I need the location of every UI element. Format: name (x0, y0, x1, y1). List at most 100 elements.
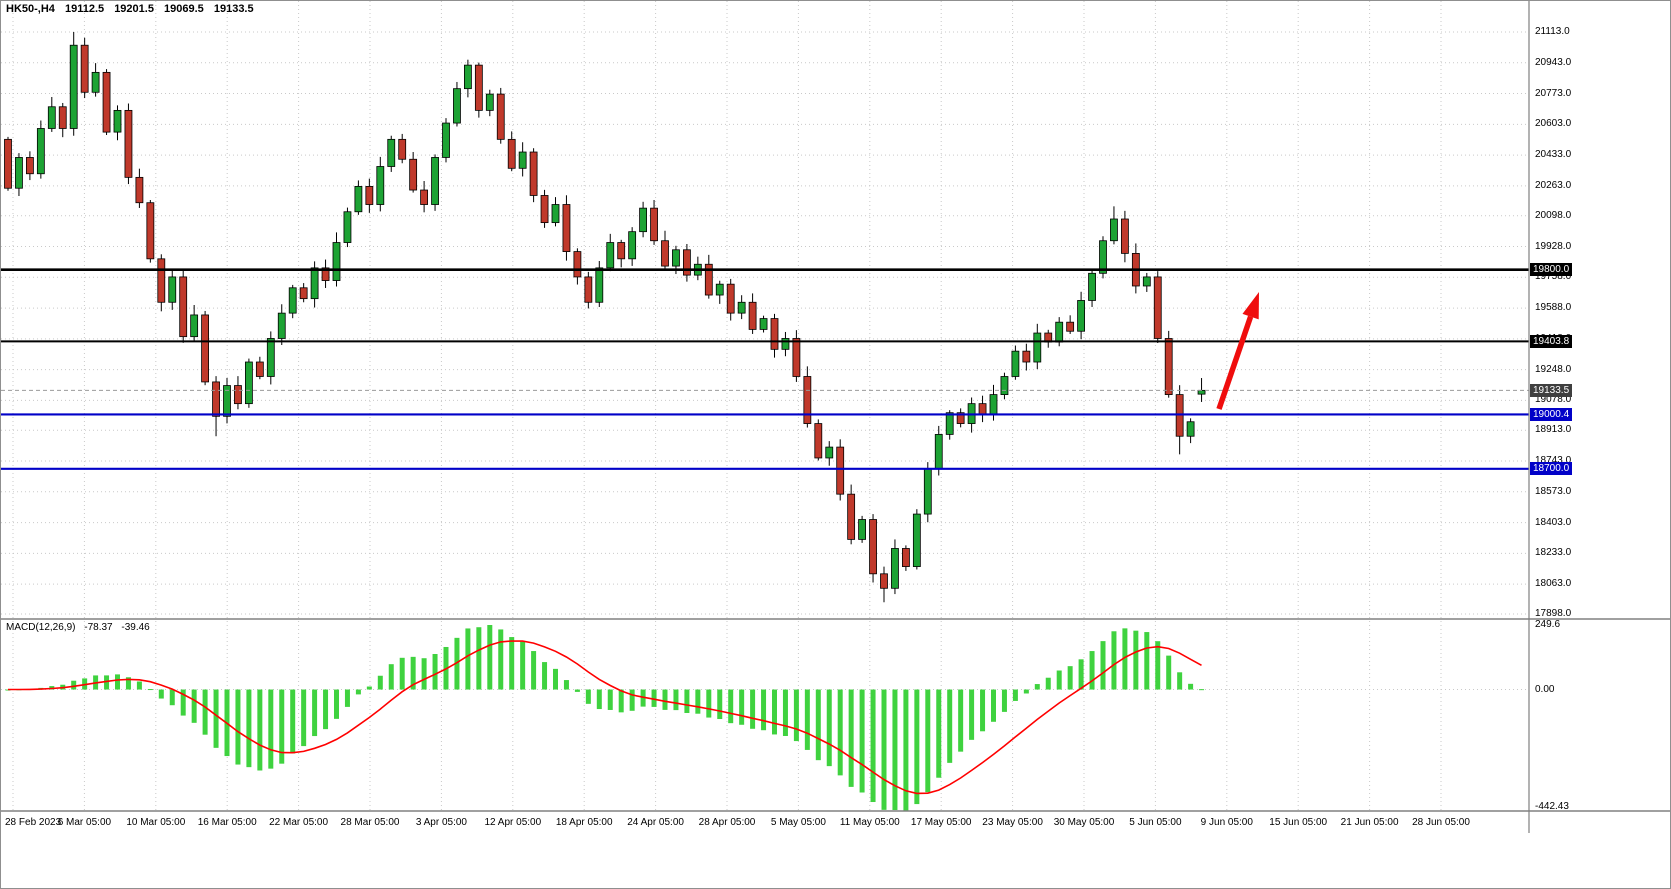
time-axis-label[interactable]: 28 Mar 05:00 (340, 817, 400, 828)
candle (923, 468, 932, 515)
candle (858, 519, 866, 540)
candle (113, 109, 122, 133)
candle (540, 195, 549, 224)
candle (726, 283, 735, 314)
candle (891, 548, 899, 589)
macd-histogram-bar (717, 689, 723, 720)
time-axis-label[interactable]: 18 Apr 05:00 (555, 817, 613, 828)
price-axis-label[interactable]: 19078.0 (1535, 394, 1572, 406)
candle (1121, 218, 1129, 254)
candle (507, 138, 516, 169)
candle (91, 71, 100, 93)
price-axis-label[interactable]: 20433.0 (1535, 149, 1572, 161)
time-axis-label[interactable]: 30 May 05:00 (1053, 817, 1115, 828)
time-axis-label[interactable]: 24 Apr 05:00 (627, 817, 684, 828)
time-axis-label[interactable]: 22 Mar 05:00 (269, 817, 329, 828)
candle (715, 283, 724, 296)
macd-histogram-bar (432, 654, 438, 690)
macd-histogram-bar (542, 662, 548, 690)
trend-arrow-head[interactable] (1242, 292, 1260, 320)
price-axis-label[interactable]: 18573.0 (1535, 485, 1572, 497)
price-axis-label[interactable]: 18233.0 (1535, 547, 1572, 559)
candle (343, 211, 352, 243)
time-axis-label[interactable]: 28 Feb 2023 (5, 817, 62, 828)
price-axis-label[interactable]: 19928.0 (1535, 240, 1572, 252)
time-axis-label[interactable]: 10 Mar 05:00 (126, 817, 186, 828)
macd-histogram-bar (596, 689, 602, 710)
macd-histogram-bar (1100, 641, 1106, 690)
macd-histogram-bar (1001, 689, 1007, 712)
time-axis-label[interactable]: 5 Jun 05:00 (1129, 817, 1182, 828)
candle (836, 446, 845, 495)
candle (496, 93, 505, 140)
price-axis-label[interactable]: 19248.0 (1535, 363, 1572, 375)
time-axis-label[interactable]: 3 Apr 05:00 (415, 817, 467, 828)
macd-histogram-bar (104, 675, 110, 690)
price-axis-label[interactable]: 20603.0 (1535, 118, 1572, 130)
macd-histogram-bar (848, 689, 854, 787)
candle (1153, 276, 1162, 339)
macd-histogram-bar (191, 689, 197, 723)
price-axis-label[interactable]: 19588.0 (1535, 302, 1572, 314)
price-axis-label[interactable]: 20263.0 (1535, 179, 1572, 191)
macd-histogram-bar (115, 674, 120, 690)
macd-histogram-bar (279, 689, 285, 764)
candle (157, 258, 166, 303)
candle (47, 106, 56, 129)
candle (978, 403, 987, 415)
time-axis-label[interactable]: 28 Jun 05:00 (1412, 817, 1470, 828)
macd-histogram-bar (750, 689, 756, 729)
candle (518, 151, 527, 169)
candle (934, 434, 943, 470)
candle (672, 249, 680, 267)
macd-histogram-bar (695, 689, 701, 714)
candle (409, 158, 418, 191)
time-axis-label[interactable]: 16 Mar 05:00 (197, 817, 257, 828)
macd-histogram-bar (1067, 666, 1073, 690)
quote-high: 19201.5 (114, 3, 154, 15)
macd-histogram-bar (169, 689, 175, 706)
price-axis-label[interactable]: 18743.0 (1535, 455, 1572, 467)
time-axis-label[interactable]: 6 Mar 05:00 (57, 817, 112, 828)
macd-histogram-bar (1111, 631, 1117, 690)
macd-histogram-bar (246, 689, 252, 768)
quote-close: 19133.5 (213, 3, 254, 15)
time-axis-label[interactable]: 23 May 05:00 (982, 817, 1043, 828)
macd-histogram-bar (958, 689, 964, 752)
price-axis-label[interactable]: 20943.0 (1535, 56, 1572, 68)
candle (1197, 389, 1206, 395)
price-axis-label[interactable]: 21113.0 (1535, 26, 1570, 37)
time-axis-label[interactable]: 21 Jun 05:00 (1340, 817, 1399, 828)
macd-histogram-bar (421, 658, 427, 690)
price-axis-label[interactable]: 20773.0 (1535, 87, 1572, 99)
time-axis-label[interactable]: 9 Jun 05:00 (1200, 817, 1253, 828)
price-axis-label[interactable]: 18403.0 (1535, 516, 1572, 528)
candle (584, 276, 593, 303)
price-axis-label[interactable]: 19758.0 (1535, 271, 1572, 283)
candle (737, 301, 746, 314)
time-axis-label[interactable]: 11 May 05:00 (839, 817, 900, 828)
level-price-tag: 18700.0 (1530, 462, 1573, 476)
time-axis-label[interactable]: 17 May 05:00 (910, 817, 972, 828)
candle (562, 204, 571, 252)
price-axis-label[interactable]: 18063.0 (1535, 578, 1572, 590)
macd-histogram-bar (662, 689, 668, 710)
candle (442, 122, 450, 158)
price-axis-label[interactable]: 18913.0 (1535, 424, 1572, 436)
time-axis-label[interactable]: 12 Apr 05:00 (484, 817, 542, 828)
trend-arrow-shaft[interactable] (1216, 315, 1254, 410)
candle (277, 312, 286, 339)
candle (398, 138, 407, 160)
quote-low: 19069.5 (164, 3, 204, 15)
candle (1022, 350, 1031, 363)
price-axis-label[interactable]: 20098.0 (1535, 209, 1572, 221)
candle (945, 412, 954, 435)
time-axis-label[interactable]: 28 Apr 05:00 (698, 817, 756, 828)
macd-histogram-bar (323, 689, 329, 730)
macd-histogram-bar (498, 629, 504, 690)
macd-histogram-bar (1023, 689, 1029, 694)
time-axis-label[interactable]: 5 May 05:00 (770, 817, 826, 828)
time-axis-label[interactable]: 15 Jun 05:00 (1269, 817, 1328, 828)
price-axis-label[interactable]: 17898.0 (1535, 608, 1572, 619)
